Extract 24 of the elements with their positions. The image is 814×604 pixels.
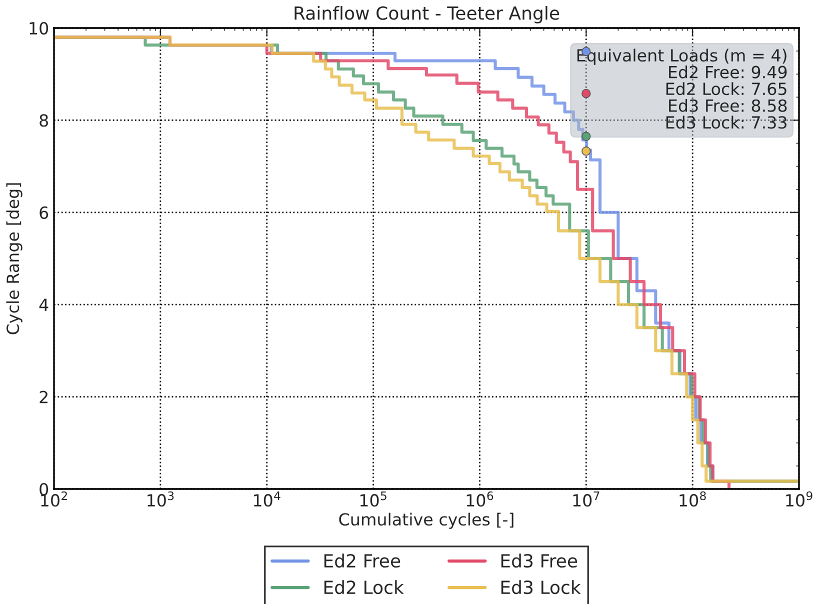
x-tick-label: 10$^{9}$ <box>786 491 812 507</box>
x-tick-label: 10$^{8}$ <box>680 491 706 507</box>
annotation: Ed3 Free: 8.58 <box>669 99 787 112</box>
annotation: Equivalent Loads (m = 4) <box>577 48 786 65</box>
y-tick-label: 8 <box>40 114 48 127</box>
x-tick-label: 10$^{4}$ <box>254 492 280 507</box>
x-axis-title: Cumulative cycles [-] <box>339 512 514 529</box>
legend-label: Ed2 Lock <box>324 580 404 594</box>
legend-label: Ed3 Lock <box>501 580 581 594</box>
y-tick-label: 2 <box>40 390 48 404</box>
x-tick-label: 10$^{3}$ <box>148 491 174 507</box>
y-tick-label: 10 <box>30 22 48 35</box>
annotation: Ed2 Free: 9.49 <box>669 66 787 78</box>
legend-label: Ed2 Free <box>324 554 400 568</box>
y-axis-title: Cycle Range [deg] <box>6 183 22 334</box>
y-tick-label: 6 <box>40 206 48 219</box>
x-tick-label: 10$^{5}$ <box>360 492 386 507</box>
annotation: Ed2 Lock: 7.65 <box>666 82 786 96</box>
y-tick-label: 4 <box>39 298 48 311</box>
x-tick-label: 10$^{6}$ <box>466 491 494 507</box>
chart-title: Rainflow Count - Teeter Angle <box>294 6 560 24</box>
annotation: Ed3 Lock: 7.33 <box>666 116 786 129</box>
x-tick-label: 10$^{7}$ <box>573 492 600 507</box>
legend-label: Ed3 Free <box>501 554 578 568</box>
